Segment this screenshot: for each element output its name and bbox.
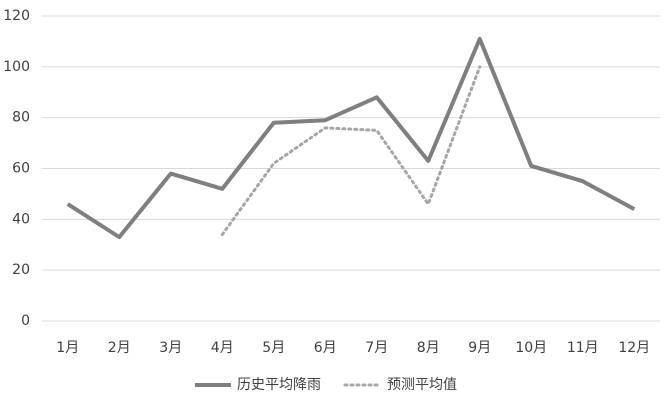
y-tick-label: 100 [3, 59, 30, 75]
y-tick-label: 0 [21, 313, 30, 329]
x-tick-label: 6月 [314, 340, 337, 356]
x-tick-label: 3月 [159, 340, 182, 356]
y-tick-label: 60 [12, 161, 30, 177]
legend-label: 预测平均值 [387, 377, 457, 393]
y-tick-label: 120 [3, 8, 30, 24]
x-tick-label: 9月 [468, 340, 491, 356]
x-tick-label: 5月 [262, 340, 285, 356]
x-tick-label: 8月 [417, 340, 440, 356]
x-tick-label: 4月 [211, 340, 234, 356]
y-tick-label: 40 [12, 211, 30, 227]
series-line [220, 65, 482, 237]
y-tick-label: 20 [12, 262, 30, 278]
legend-label: 历史平均降雨 [237, 377, 321, 393]
x-tick-label: 10月 [515, 340, 547, 356]
y-tick-label: 80 [12, 110, 30, 126]
x-tick-label: 2月 [108, 340, 131, 356]
series-line [66, 36, 636, 240]
x-tick-label: 1月 [56, 340, 79, 356]
x-tick-label: 11月 [567, 340, 599, 356]
x-tick-label: 7月 [365, 340, 388, 356]
x-tick-label: 12月 [618, 340, 650, 356]
